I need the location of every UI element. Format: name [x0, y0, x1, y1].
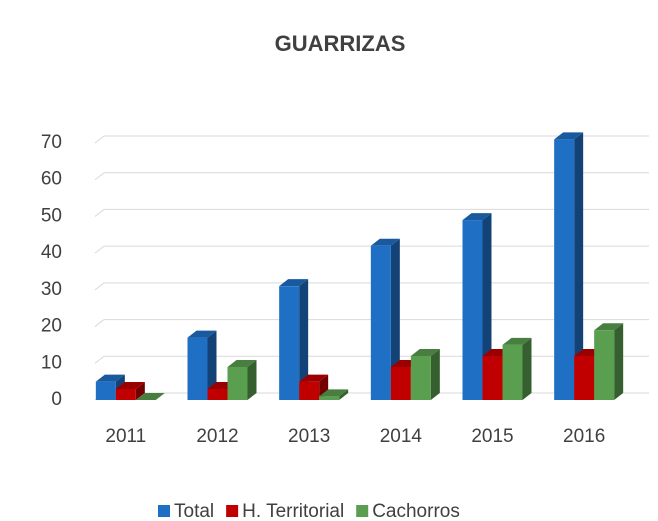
bar-top — [594, 323, 624, 331]
bar — [227, 366, 248, 400]
grid-line-side — [94, 209, 105, 217]
bar-side — [207, 330, 217, 400]
y-tick-label: 20 — [41, 316, 62, 337]
bar — [594, 330, 615, 400]
y-tick-label: 0 — [51, 389, 62, 410]
bar — [370, 245, 391, 400]
bar-top — [115, 381, 145, 389]
legend-swatch — [226, 505, 239, 517]
bar-side — [430, 348, 440, 400]
bar — [299, 381, 320, 400]
bar-top — [410, 348, 440, 356]
bar-top — [462, 213, 492, 221]
bar-top — [370, 238, 400, 246]
bar — [279, 286, 300, 400]
grid-line-side — [94, 282, 105, 291]
y-tick-label: 30 — [41, 279, 62, 300]
bar-side — [574, 132, 584, 401]
legend-swatch — [158, 505, 170, 517]
bar — [115, 388, 136, 400]
x-tick-label: 2016 — [563, 426, 605, 447]
bar-top — [299, 374, 329, 382]
bar — [187, 337, 208, 400]
bar-top — [554, 132, 584, 140]
chart-title: GUARRIZAS — [275, 31, 406, 56]
bar-top — [279, 279, 309, 287]
bar — [554, 139, 575, 401]
y-tick-label: 40 — [41, 242, 62, 263]
x-tick-label: 2011 — [105, 426, 146, 447]
bar — [574, 355, 595, 400]
bar — [390, 366, 411, 400]
grid-line-side — [94, 172, 105, 181]
bar — [482, 355, 503, 400]
y-tick-label: 50 — [41, 205, 62, 226]
bar-side — [614, 323, 624, 400]
bar — [410, 355, 431, 400]
bar-side — [299, 279, 309, 400]
bar-top — [319, 389, 349, 397]
bar — [95, 381, 116, 400]
x-tick-label: 2015 — [471, 426, 513, 447]
legend-label: H. Territorial — [242, 501, 344, 521]
bar — [207, 388, 228, 400]
x-tick-label: 2014 — [380, 426, 423, 447]
legend-swatch — [356, 505, 369, 517]
y-tick-label: 10 — [41, 352, 62, 373]
y-tick-label: 70 — [41, 132, 62, 153]
grid-line-side — [94, 135, 105, 144]
bar-side — [339, 389, 349, 400]
bar — [462, 220, 483, 400]
bar-side — [135, 381, 145, 400]
bar-top — [95, 374, 125, 382]
bar — [502, 344, 523, 400]
bar-side — [390, 238, 400, 400]
y-tick-label: 60 — [41, 169, 62, 190]
bar-side — [522, 337, 532, 400]
legend-label: Total — [174, 501, 214, 521]
x-tick-label: 2013 — [288, 426, 330, 447]
grid-line-side — [94, 245, 105, 254]
bar-top — [502, 337, 532, 345]
x-tick-label: 2012 — [196, 426, 238, 447]
legend-label: Cachorros — [372, 501, 460, 521]
grid-line-side — [94, 355, 105, 364]
bar-top — [227, 359, 257, 367]
grid-line-side — [94, 319, 105, 327]
bar — [319, 396, 340, 400]
bar-top — [135, 393, 165, 400]
bar-side — [247, 359, 257, 400]
bar-top — [187, 330, 217, 338]
